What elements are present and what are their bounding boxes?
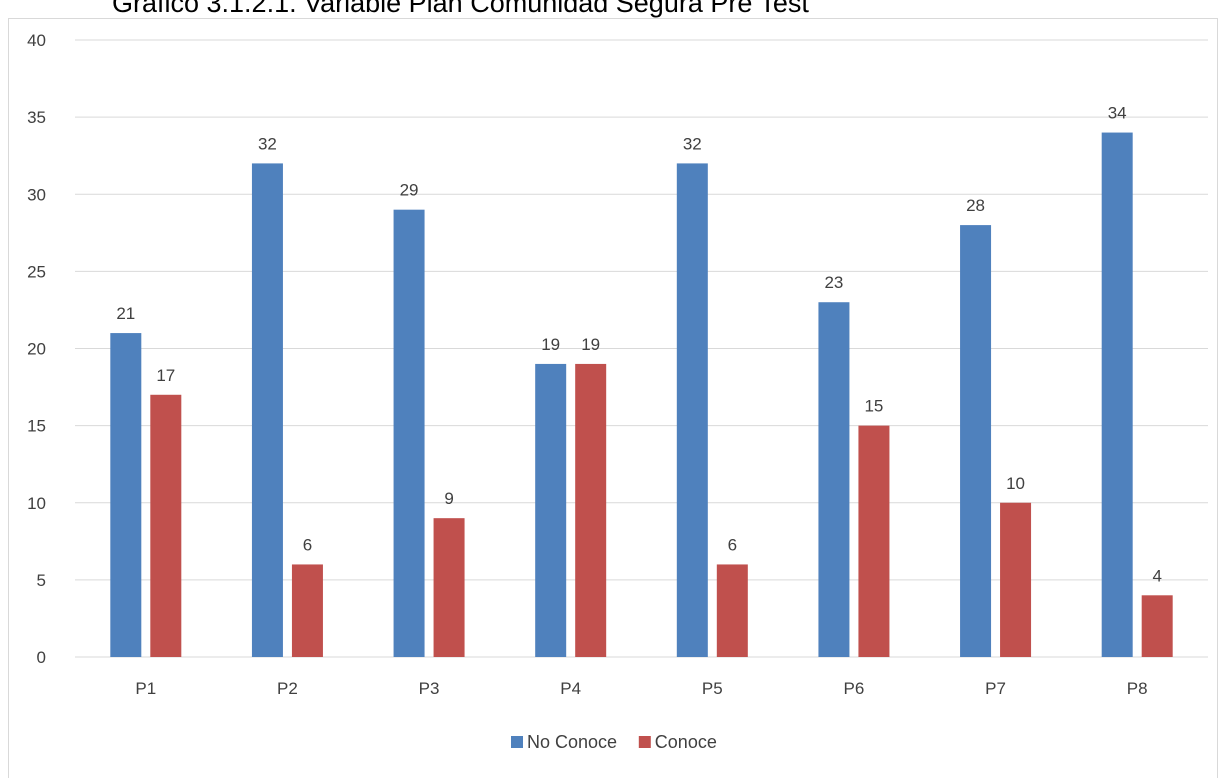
y-tick-label: 40 (27, 31, 46, 50)
bar-conoce (291, 564, 323, 657)
bar-no-conoce (1101, 132, 1133, 658)
y-tick-label: 35 (27, 108, 46, 127)
legend-label: No Conoce (527, 732, 617, 752)
bar-conoce (1000, 502, 1032, 657)
y-tick-label: 15 (27, 417, 46, 436)
bar-conoce (575, 363, 607, 657)
y-tick-label: 20 (27, 340, 46, 359)
data-label: 17 (156, 366, 175, 385)
bar-no-conoce (960, 225, 992, 657)
data-label: 15 (864, 397, 883, 416)
data-label: 10 (1006, 474, 1025, 493)
legend: No Conoce Conoce (511, 732, 717, 752)
data-label: 34 (1108, 104, 1127, 123)
bar-no-conoce (393, 209, 425, 658)
y-tick-label: 25 (27, 262, 46, 281)
bars (110, 132, 1173, 658)
data-label: 19 (541, 335, 560, 354)
data-label: 4 (1152, 566, 1161, 585)
y-tick-label: 5 (37, 571, 46, 590)
data-labels: 21 17 32 6 29 9 19 19 32 6 23 15 28 10 34 4 (116, 104, 1162, 586)
bar-no-conoce (818, 302, 850, 657)
data-label: 6 (728, 535, 737, 554)
bar-conoce (150, 394, 182, 657)
y-tick-label: 0 (37, 648, 46, 667)
y-tick-label: 10 (27, 494, 46, 513)
x-category-label: P7 (985, 679, 1006, 698)
bar-conoce (858, 425, 890, 657)
data-label: 32 (258, 134, 277, 153)
x-axis-categories: P1 P2 P3 P4 P5 P6 P7 P8 (135, 679, 1147, 698)
bar-no-conoce (110, 333, 142, 657)
y-axis-ticks: 0 5 10 15 20 25 30 35 40 (27, 31, 46, 667)
legend-label: Conoce (655, 732, 717, 752)
chart-frame (8, 18, 1218, 778)
legend-swatch (638, 736, 651, 748)
x-category-label: P3 (419, 679, 440, 698)
bar-no-conoce (676, 163, 708, 657)
gridlines (75, 39, 1208, 658)
x-category-label: P2 (277, 679, 298, 698)
bar-no-conoce (251, 163, 283, 657)
data-label: 29 (400, 181, 419, 200)
bar-no-conoce (535, 363, 567, 657)
data-label: 28 (966, 196, 985, 215)
x-category-label: P6 (844, 679, 865, 698)
x-category-label: P8 (1127, 679, 1148, 698)
data-label: 32 (683, 134, 702, 153)
x-category-label: P5 (702, 679, 723, 698)
bar-conoce (716, 564, 748, 657)
x-category-label: P1 (135, 679, 156, 698)
data-label: 6 (303, 535, 312, 554)
legend-swatch (511, 736, 523, 748)
data-label: 21 (116, 304, 135, 323)
x-category-label: P4 (560, 679, 581, 698)
data-label: 23 (824, 273, 843, 292)
y-tick-label: 30 (27, 185, 46, 204)
bar-conoce (433, 518, 465, 657)
data-label: 9 (444, 489, 453, 508)
bar-conoce (1141, 595, 1173, 657)
data-label: 19 (581, 335, 600, 354)
chart-title: Gráfico 3.1.2.1. Variable Plan Comunidad… (112, 0, 809, 18)
